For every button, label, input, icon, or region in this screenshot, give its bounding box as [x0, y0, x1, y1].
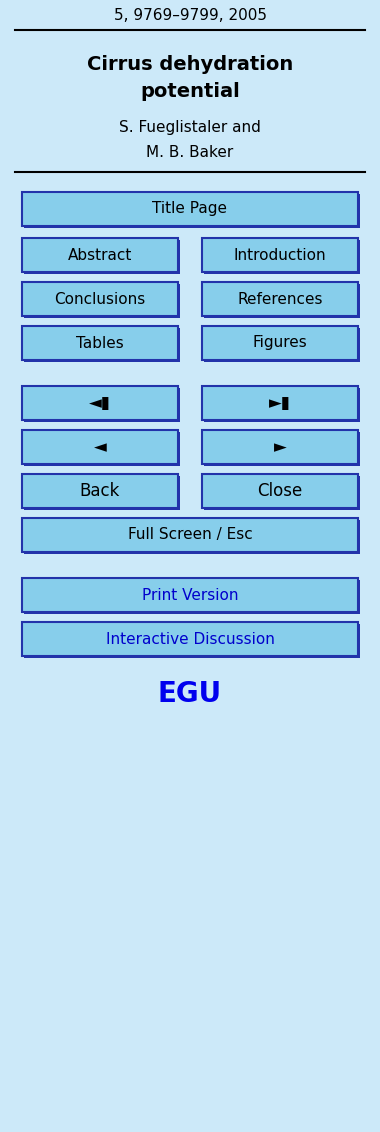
FancyBboxPatch shape — [204, 432, 360, 466]
FancyBboxPatch shape — [22, 282, 178, 316]
Text: 5, 9769–9799, 2005: 5, 9769–9799, 2005 — [114, 8, 266, 23]
Text: Close: Close — [257, 482, 302, 500]
FancyBboxPatch shape — [204, 284, 360, 318]
FancyBboxPatch shape — [24, 194, 360, 228]
FancyBboxPatch shape — [22, 474, 178, 508]
Text: ◄▮: ◄▮ — [89, 394, 111, 412]
FancyBboxPatch shape — [202, 430, 358, 464]
FancyBboxPatch shape — [204, 240, 360, 274]
Text: S. Fueglistaler and: S. Fueglistaler and — [119, 120, 261, 135]
FancyBboxPatch shape — [202, 474, 358, 508]
FancyBboxPatch shape — [22, 326, 178, 360]
Text: EGU: EGU — [158, 680, 222, 708]
FancyBboxPatch shape — [22, 192, 358, 226]
FancyBboxPatch shape — [204, 475, 360, 511]
FancyBboxPatch shape — [202, 238, 358, 272]
Text: Full Screen / Esc: Full Screen / Esc — [128, 528, 252, 542]
Text: References: References — [237, 292, 323, 307]
FancyBboxPatch shape — [24, 284, 180, 318]
FancyBboxPatch shape — [22, 238, 178, 272]
FancyBboxPatch shape — [24, 240, 180, 274]
Text: Cirrus dehydration: Cirrus dehydration — [87, 55, 293, 74]
Text: Title Page: Title Page — [152, 201, 228, 216]
FancyBboxPatch shape — [22, 621, 358, 657]
Text: Tables: Tables — [76, 335, 124, 351]
FancyBboxPatch shape — [202, 326, 358, 360]
FancyBboxPatch shape — [24, 475, 180, 511]
FancyBboxPatch shape — [24, 520, 360, 554]
FancyBboxPatch shape — [204, 388, 360, 422]
Text: Introduction: Introduction — [234, 248, 326, 263]
Text: Interactive Discussion: Interactive Discussion — [106, 632, 274, 646]
FancyBboxPatch shape — [204, 328, 360, 362]
Text: Conclusions: Conclusions — [54, 292, 146, 307]
FancyBboxPatch shape — [24, 328, 180, 362]
FancyBboxPatch shape — [24, 432, 180, 466]
FancyBboxPatch shape — [22, 578, 358, 612]
Text: M. B. Baker: M. B. Baker — [146, 145, 234, 160]
Text: Print Version: Print Version — [142, 588, 238, 602]
Text: Figures: Figures — [253, 335, 307, 351]
Text: potential: potential — [140, 82, 240, 101]
Text: Abstract: Abstract — [68, 248, 132, 263]
FancyBboxPatch shape — [202, 386, 358, 420]
Text: ◄: ◄ — [93, 438, 106, 456]
Text: ►: ► — [274, 438, 287, 456]
FancyBboxPatch shape — [202, 282, 358, 316]
FancyBboxPatch shape — [22, 518, 358, 552]
FancyBboxPatch shape — [24, 624, 360, 658]
Text: ►▮: ►▮ — [269, 394, 291, 412]
FancyBboxPatch shape — [22, 386, 178, 420]
FancyBboxPatch shape — [24, 580, 360, 614]
FancyBboxPatch shape — [22, 430, 178, 464]
Text: Back: Back — [80, 482, 120, 500]
FancyBboxPatch shape — [24, 388, 180, 422]
